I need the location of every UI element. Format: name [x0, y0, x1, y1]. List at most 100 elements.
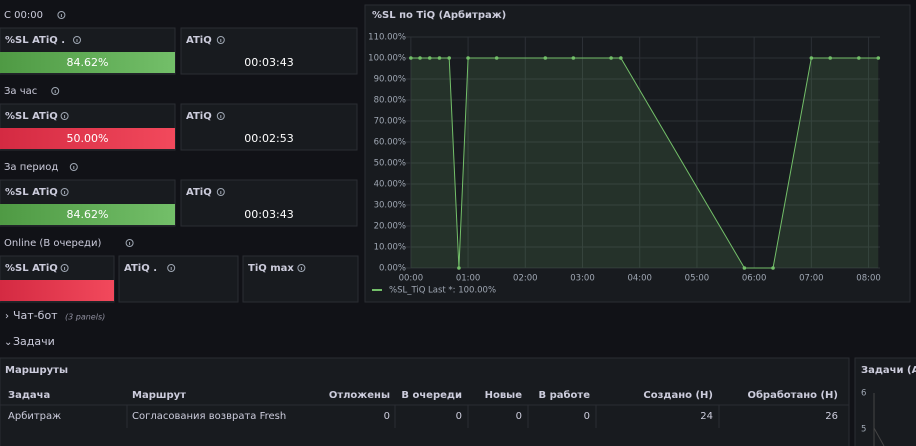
x-tick-label: 04:00	[627, 274, 652, 284]
y-tick-label: 110.00%	[368, 33, 406, 43]
stat-title: TiQ max	[248, 263, 294, 274]
stat-bar	[0, 128, 175, 149]
y-tick-label: 80.00%	[374, 96, 406, 106]
chart-panel	[364, 4, 911, 303]
row-title[interactable]: Задачи	[13, 335, 55, 348]
y-tick-label: 10.00%	[374, 243, 406, 253]
table-cell: Арбитраж	[8, 411, 61, 422]
point	[571, 56, 576, 60]
side-panel	[854, 357, 916, 446]
table-cell: 0	[584, 411, 590, 422]
section-title: За час	[4, 86, 37, 97]
stat-panel	[180, 179, 358, 227]
stat-title: %SL ATiQ	[5, 263, 58, 274]
stat-value: 84.62%	[67, 56, 109, 69]
point	[543, 56, 548, 60]
stat-title: %SL ATiQ	[5, 111, 58, 122]
info-icon	[216, 112, 225, 120]
point	[427, 56, 432, 60]
x-tick-label: 07:00	[799, 274, 824, 284]
y-tick-label: 70.00%	[374, 117, 406, 127]
info-icon	[60, 188, 69, 196]
chart-title: %SL по TiQ (Арбитраж)	[372, 9, 506, 21]
point	[609, 56, 613, 60]
section-title: Online (В очереди)	[4, 238, 101, 249]
y-tick-label: 60.00%	[374, 138, 406, 148]
table-header: В работе	[539, 389, 591, 401]
stat-bar	[0, 204, 175, 225]
info-icon	[297, 264, 306, 272]
info-icon	[216, 36, 225, 44]
table-cell: Согласования возврата Fresh	[132, 411, 286, 422]
table-header: В очереди	[401, 390, 462, 401]
row-chevron: ›	[5, 311, 9, 322]
point	[828, 56, 833, 60]
info-icon	[60, 112, 69, 120]
stat-panel	[242, 255, 359, 303]
y-tick-label: 100.00%	[368, 54, 406, 64]
point	[409, 56, 413, 60]
table-cell: 0	[456, 411, 462, 422]
x-tick-label: 06:00	[742, 274, 767, 284]
x-tick-label: 05:00	[685, 274, 710, 284]
table-cell: 26	[825, 411, 838, 422]
table-title: Маршруты	[5, 365, 68, 376]
y-tick-label: 50.00%	[374, 159, 406, 169]
point	[619, 56, 623, 60]
stat-title: ATiQ .	[124, 263, 157, 274]
section-title: За период	[4, 162, 58, 173]
stat-title: %SL ATiQ .	[5, 35, 65, 46]
point	[857, 56, 861, 60]
x-tick-label: 03:00	[570, 274, 595, 284]
info-icon	[60, 264, 69, 272]
stat-bar	[0, 52, 175, 73]
point	[494, 56, 499, 60]
side-axis	[873, 393, 885, 446]
point	[876, 56, 881, 60]
x-tick-label: 02:00	[513, 274, 538, 284]
table-cell: 0	[384, 411, 390, 422]
stat-panel	[118, 255, 239, 303]
table-header: Обработано (Н)	[747, 389, 838, 401]
stat-panel	[180, 27, 358, 75]
info-icon	[73, 36, 81, 44]
stat-value: 50.00%	[67, 132, 109, 145]
x-tick-label: 08:00	[856, 274, 881, 284]
y-tick-label: 30.00%	[374, 201, 406, 211]
row-title[interactable]: Чат-бот	[13, 309, 58, 322]
info-icon	[69, 163, 78, 171]
table-header: Задача	[8, 390, 50, 401]
row-note: (3 panels)	[65, 313, 105, 322]
info-icon	[167, 264, 176, 272]
stat-panel	[180, 103, 358, 151]
stat-title: %SL ATiQ	[5, 187, 58, 198]
table-header: Маршрут	[132, 390, 186, 401]
y-tick-label: 20.00%	[374, 222, 406, 232]
point	[466, 56, 470, 60]
side-tick: 6	[861, 389, 866, 399]
point	[771, 266, 775, 270]
stat-title: ATiQ	[186, 111, 212, 122]
stat-value: 00:03:43	[244, 56, 293, 69]
info-icon	[216, 188, 225, 196]
point	[742, 266, 747, 270]
point	[457, 266, 461, 270]
area	[410, 58, 879, 268]
stat-value: 00:02:53	[244, 132, 293, 145]
x-tick-label: 01:00	[456, 274, 481, 284]
point	[447, 56, 451, 60]
point	[809, 56, 814, 60]
info-icon	[57, 11, 66, 19]
legend-label: %SL_TiQ	[389, 286, 426, 296]
table-panel	[0, 357, 850, 446]
point	[437, 56, 442, 60]
stat-title: ATiQ	[186, 35, 212, 46]
stat-value: 00:03:43	[244, 208, 293, 221]
table-header: Новые	[485, 390, 523, 401]
stat-bar	[0, 280, 114, 301]
table-header: Создано (Н)	[643, 390, 713, 401]
stat-title: ATiQ	[186, 187, 212, 198]
legend-stat: Last *: 100.00%	[428, 286, 496, 296]
info-icon	[51, 87, 60, 95]
y-tick-label: 40.00%	[374, 180, 406, 190]
